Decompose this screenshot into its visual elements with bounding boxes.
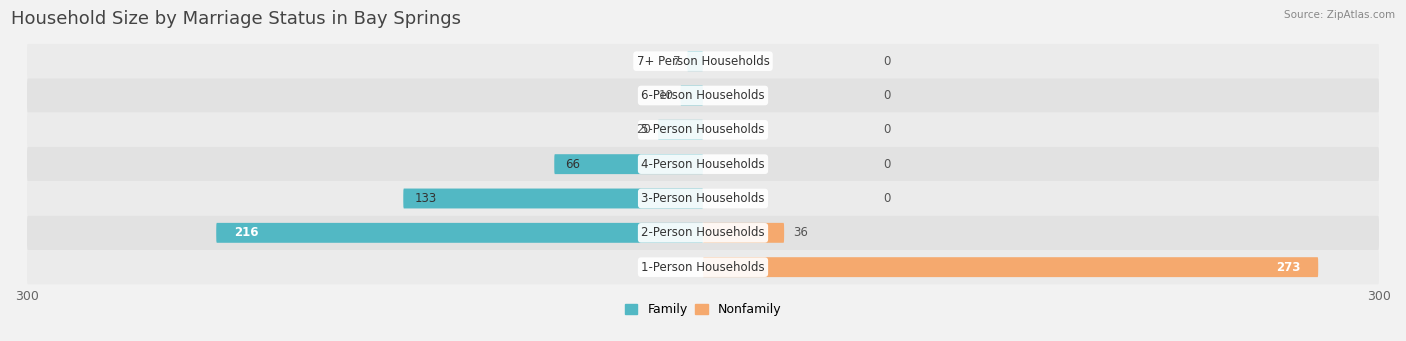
FancyBboxPatch shape <box>658 120 703 140</box>
Text: 6-Person Households: 6-Person Households <box>641 89 765 102</box>
Text: 0: 0 <box>883 55 890 68</box>
FancyBboxPatch shape <box>688 51 703 71</box>
FancyBboxPatch shape <box>703 223 785 243</box>
FancyBboxPatch shape <box>27 113 1379 147</box>
FancyBboxPatch shape <box>27 216 1379 250</box>
Text: 0: 0 <box>883 123 890 136</box>
Text: 7: 7 <box>673 55 681 68</box>
FancyBboxPatch shape <box>217 223 703 243</box>
Text: 10: 10 <box>659 89 673 102</box>
Text: Source: ZipAtlas.com: Source: ZipAtlas.com <box>1284 10 1395 20</box>
Text: 0: 0 <box>883 158 890 170</box>
Text: 4-Person Households: 4-Person Households <box>641 158 765 170</box>
Legend: Family, Nonfamily: Family, Nonfamily <box>624 303 782 316</box>
Text: 36: 36 <box>793 226 808 239</box>
Text: 273: 273 <box>1275 261 1301 274</box>
Text: 2-Person Households: 2-Person Households <box>641 226 765 239</box>
Text: 7+ Person Households: 7+ Person Households <box>637 55 769 68</box>
FancyBboxPatch shape <box>27 78 1379 113</box>
FancyBboxPatch shape <box>27 250 1379 284</box>
Text: 0: 0 <box>883 89 890 102</box>
FancyBboxPatch shape <box>27 44 1379 78</box>
Text: 3-Person Households: 3-Person Households <box>641 192 765 205</box>
Text: 66: 66 <box>565 158 581 170</box>
FancyBboxPatch shape <box>27 181 1379 216</box>
FancyBboxPatch shape <box>27 147 1379 181</box>
Text: Household Size by Marriage Status in Bay Springs: Household Size by Marriage Status in Bay… <box>11 10 461 28</box>
FancyBboxPatch shape <box>681 86 703 105</box>
Text: 216: 216 <box>235 226 259 239</box>
FancyBboxPatch shape <box>554 154 703 174</box>
Text: 0: 0 <box>883 192 890 205</box>
Text: 133: 133 <box>415 192 437 205</box>
Text: 20: 20 <box>637 123 651 136</box>
Text: 5-Person Households: 5-Person Households <box>641 123 765 136</box>
Text: 1-Person Households: 1-Person Households <box>641 261 765 274</box>
FancyBboxPatch shape <box>703 257 1319 277</box>
FancyBboxPatch shape <box>404 189 703 208</box>
